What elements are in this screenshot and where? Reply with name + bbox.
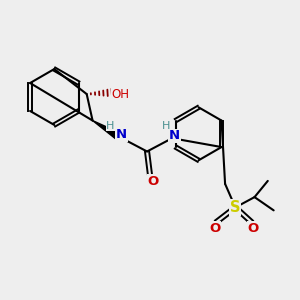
Text: O: O xyxy=(248,222,259,235)
Text: H: H xyxy=(162,122,170,131)
Polygon shape xyxy=(93,121,121,140)
Text: N: N xyxy=(116,128,127,141)
Text: OH: OH xyxy=(112,88,130,100)
Text: S: S xyxy=(230,200,241,215)
Text: O: O xyxy=(147,175,159,188)
Text: H: H xyxy=(106,121,114,130)
Text: N: N xyxy=(169,129,180,142)
Text: O: O xyxy=(209,222,220,235)
